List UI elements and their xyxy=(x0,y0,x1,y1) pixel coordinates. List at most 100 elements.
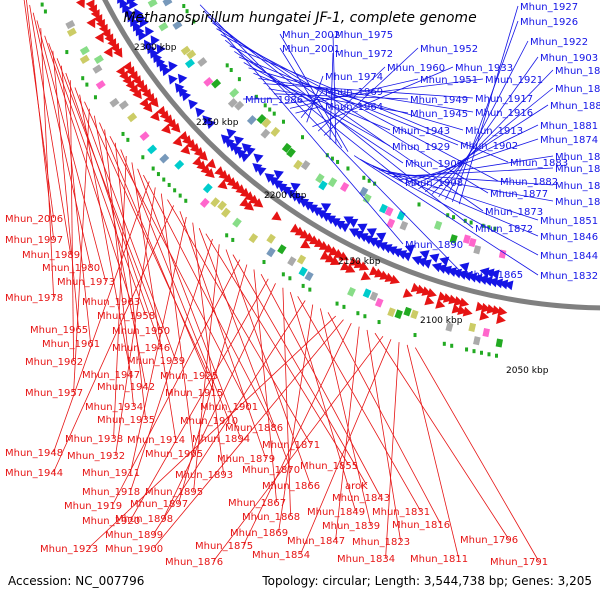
forward-gene-label: Mhun_1852 xyxy=(555,197,600,208)
feature-dot xyxy=(442,341,446,346)
reverse-leader-line xyxy=(23,0,54,219)
feature-tracks xyxy=(40,0,514,358)
reverse-gene-label: Mhun_1980 xyxy=(42,263,100,274)
forward-gene-arrow xyxy=(431,262,442,273)
reverse-gene-arrow xyxy=(329,256,341,265)
feature-dot xyxy=(356,311,360,316)
forward-gene-label: Mhun_1916 xyxy=(475,108,533,119)
feature-block xyxy=(79,54,90,64)
reverse-gene-label: Mhun_1816 xyxy=(392,520,450,531)
forward-gene-arrow xyxy=(479,267,490,278)
reverse-leader-line xyxy=(130,238,213,492)
forward-gene-label: Mhun_1872 xyxy=(475,224,533,235)
feature-dot xyxy=(272,111,276,116)
feature-dot xyxy=(225,233,229,238)
reverse-gene-arrow xyxy=(435,299,446,309)
reverse-gene-label: Mhun_1854 xyxy=(252,550,310,561)
forward-gene-label: Mhun_1846 xyxy=(540,232,598,243)
feature-block xyxy=(396,210,406,221)
forward-gene-label: Mhun_1951 xyxy=(420,75,478,86)
feature-block xyxy=(246,115,257,126)
forward-leader-line xyxy=(385,173,554,186)
forward-leader-line xyxy=(238,56,459,146)
reverse-gene-arrow xyxy=(486,304,497,314)
feature-block xyxy=(339,181,350,192)
forward-gene-label: Mhun_1862 xyxy=(555,152,600,163)
reverse-leader-line xyxy=(120,149,229,421)
reverse-gene-label: Mhun_1962 xyxy=(25,357,83,368)
forward-gene-label: Mhun_1881 xyxy=(540,121,598,132)
forward-gene-arrow xyxy=(376,232,387,242)
reverse-gene-label: Mhun_1950 xyxy=(112,326,170,337)
reverse-gene-arrow xyxy=(161,123,171,134)
reverse-leader-line xyxy=(163,283,276,519)
reverse-gene-label: Mhun_1796 xyxy=(460,535,518,546)
reverse-gene-label: Mhun_1910 xyxy=(180,416,238,427)
reverse-gene-arrow xyxy=(353,259,364,269)
reverse-gene-label: Mhun_1948 xyxy=(5,448,63,459)
forward-gene-arrow xyxy=(439,256,450,267)
reverse-gene-label: Mhun_1895 xyxy=(145,487,203,498)
feature-dot xyxy=(182,4,186,9)
reverse-gene-arrow xyxy=(323,243,335,253)
feature-block xyxy=(495,338,504,348)
reverse-gene-arrow xyxy=(206,158,216,169)
reverse-gene-arrow xyxy=(384,272,395,282)
reverse-gene-label: Mhun_1944 xyxy=(5,468,63,479)
forward-gene-label: Mhun_1949 xyxy=(410,95,468,106)
feature-dot xyxy=(192,19,196,24)
reverse-leader-line xyxy=(143,174,274,428)
scale-label: 2100 kbp xyxy=(420,316,463,326)
forward-gene-arrow xyxy=(220,134,231,145)
forward-gene-label: Mhun_1856 xyxy=(555,181,600,192)
forward-gene-labels: Mhun_1927 Mhun_1926 Mhun_1922 Mhun_1903 Mhun… xyxy=(245,2,600,282)
reverse-gene-label: Mhun_1989 xyxy=(22,250,80,261)
feature-dot xyxy=(308,287,312,292)
reverse-gene-arrow xyxy=(135,79,145,90)
feature-block xyxy=(384,206,394,217)
reverse-gene-arrow xyxy=(345,263,356,273)
feature-block xyxy=(127,112,138,123)
reverse-label-leaders xyxy=(23,0,539,562)
reverse-gene-label: Mhun_1893 xyxy=(175,470,233,481)
forward-leader-line xyxy=(366,162,539,237)
feature-block xyxy=(403,306,412,317)
forward-gene-label: Mhun_1917 xyxy=(475,94,533,105)
forward-gene-arrow xyxy=(143,39,154,50)
feature-block xyxy=(147,0,158,8)
feature-block xyxy=(315,173,325,184)
reverse-leader-line xyxy=(289,291,356,512)
reverse-leader-line xyxy=(414,347,539,562)
reverse-gene-label: aroK xyxy=(345,481,368,492)
feature-dot xyxy=(126,137,130,142)
reverse-leader-line xyxy=(213,335,384,562)
reverse-gene-label: Mhun_1811 xyxy=(410,554,468,565)
reverse-gene-arrow xyxy=(107,38,117,49)
reverse-leader-line xyxy=(243,323,352,546)
reverse-gene-label: Mhun_1843 xyxy=(332,493,390,504)
reverse-gene-label: Mhun_1831 xyxy=(372,507,430,518)
feature-block xyxy=(202,183,213,194)
reverse-leader-line xyxy=(153,319,344,549)
feature-block xyxy=(369,291,379,302)
feature-block xyxy=(298,266,308,277)
scale-ticks: 2300 kbp 2250 kbp 2200 kbp 2150 kbp 2100 kbp… xyxy=(134,43,549,376)
feature-dot xyxy=(417,202,421,207)
forward-gene-arrow xyxy=(404,244,416,254)
reverse-gene-arrow xyxy=(338,251,349,261)
reverse-leader-line xyxy=(153,300,306,535)
reverse-leader-line xyxy=(193,244,220,492)
reverse-gene-arrow xyxy=(113,47,123,58)
reverse-gene-arrow xyxy=(318,240,330,250)
reverse-gene-arrow xyxy=(94,32,104,43)
reverse-gene-arrow xyxy=(122,61,132,72)
reverse-gene-arrow xyxy=(96,18,105,30)
forward-gene-label: Mhun_1883 xyxy=(510,158,568,169)
forward-leader-line xyxy=(199,4,464,275)
reverse-gene-arrow xyxy=(299,229,310,239)
reverse-gene-arrow xyxy=(328,246,339,256)
feature-dot xyxy=(288,276,292,281)
reverse-gene-label: Mhun_1886 xyxy=(225,423,283,434)
reverse-gene-arrow xyxy=(348,256,359,266)
